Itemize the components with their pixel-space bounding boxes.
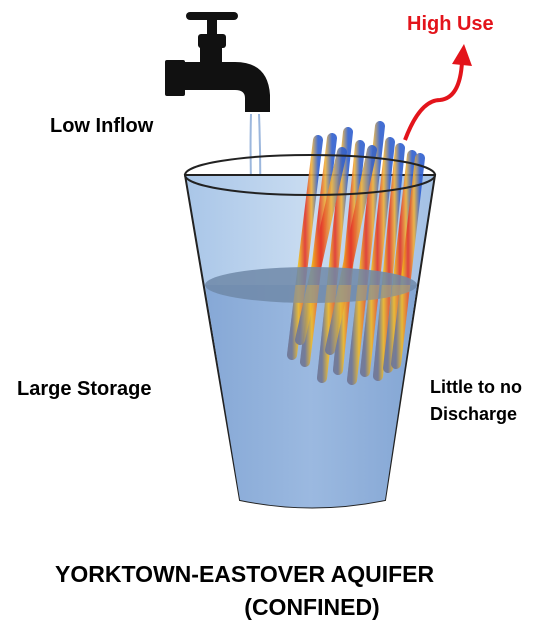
straw: [347, 285, 368, 385]
high-use-label: High Use: [407, 13, 494, 35]
faucet: [165, 12, 270, 112]
straw: [391, 285, 411, 369]
straw: [373, 285, 392, 381]
straw: [383, 285, 403, 373]
low-inflow-label: Low Inflow: [50, 115, 154, 137]
glass-rim: [184, 154, 436, 196]
straw: [287, 285, 306, 360]
discharge-label: Discharge: [430, 404, 517, 424]
straw: [317, 285, 337, 383]
subtitle: (CONFINED): [244, 594, 379, 620]
straw: [383, 150, 417, 373]
straws: [287, 121, 425, 385]
straw: [325, 285, 349, 355]
straw: [295, 285, 318, 345]
water-surface: [205, 267, 417, 303]
straw: [391, 153, 425, 369]
straw: [325, 145, 377, 355]
straw: [333, 285, 352, 375]
straw: [373, 143, 405, 381]
arrow-head: [452, 44, 472, 66]
straw: [300, 285, 320, 367]
straw: [360, 285, 380, 377]
discharge-label: Little to no: [430, 377, 522, 397]
large-storage-label: Large Storage: [17, 378, 151, 400]
title: YORKTOWN-EASTOVER AQUIFER: [55, 561, 434, 587]
straw: [287, 135, 323, 360]
submerged-straws: [287, 285, 411, 385]
straw: [317, 127, 353, 383]
straw: [360, 137, 395, 377]
arrow: [403, 61, 464, 141]
straw: [347, 121, 385, 385]
straw: [295, 147, 347, 345]
